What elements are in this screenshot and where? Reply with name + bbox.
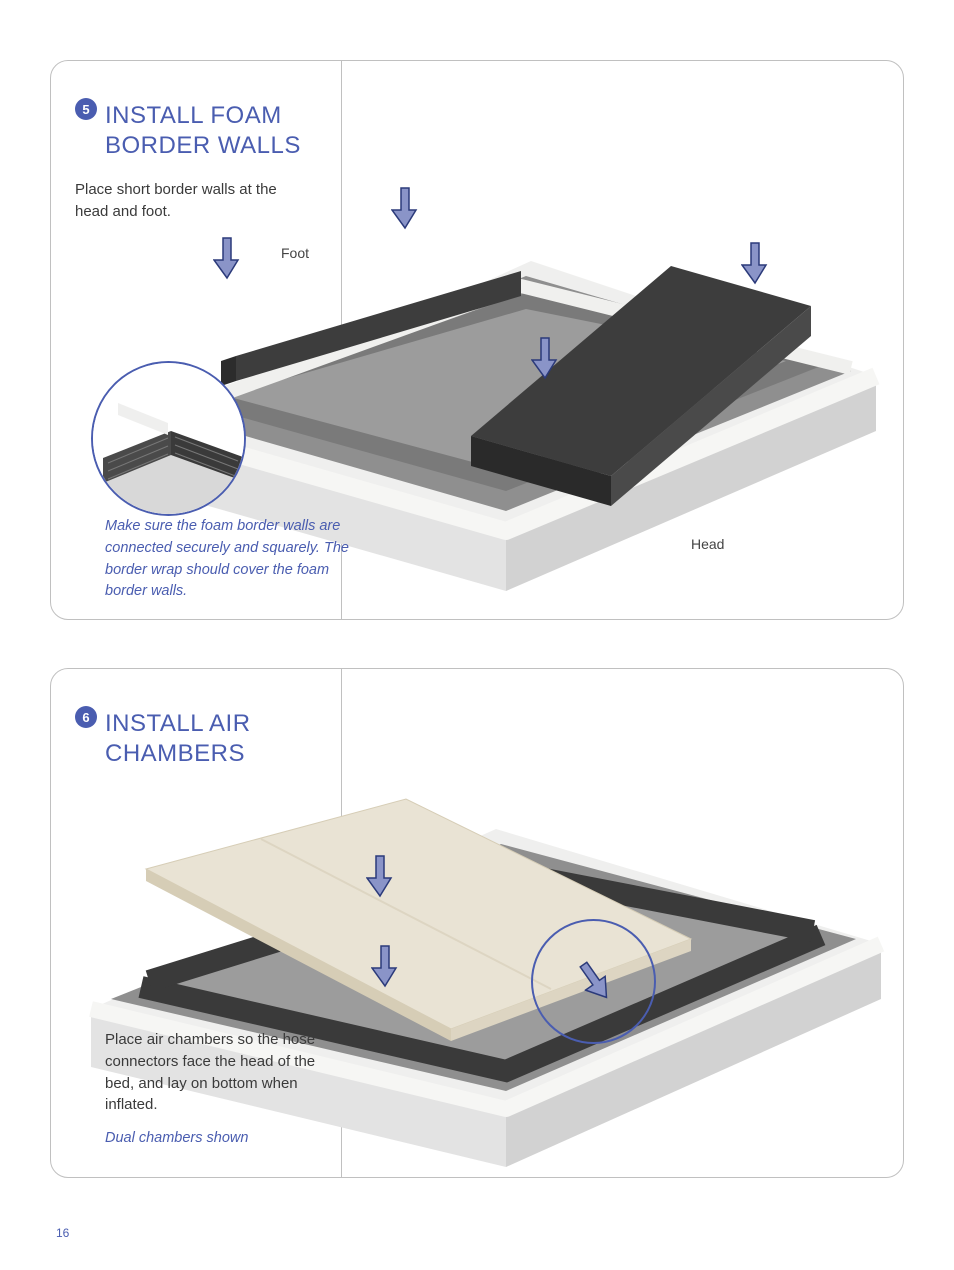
arrow-down-icon [371,944,399,988]
step-number-badge: 6 [75,706,97,728]
arrow-down-icon [531,336,559,380]
step-5-body: Place short border walls at the head and… [75,179,305,223]
step-5-note: Make sure the foam border walls are conn… [105,516,360,603]
label-head: Head [691,536,724,552]
step-title-line2: BORDER WALLS [105,132,301,159]
step-5-header: 5 INSTALL FOAM BORDER WALLS Place short … [51,61,331,223]
arrow-down-icon [213,236,241,280]
step-title-line1: INSTALL FOAM [105,102,282,129]
step-number-badge: 5 [75,98,97,120]
step-6-body: Place air chambers so the hose connector… [105,1029,320,1150]
panel-step-5: Foot Head 5 INSTALL FOAM BORDER WALLS Pl… [50,60,904,620]
arrow-down-icon [391,186,419,230]
step-title-line2: CHAMBERS [105,740,245,767]
arrow-down-icon [741,241,769,285]
panel-step-6: 6 INSTALL AIR CHAMBERS Place air chamber… [50,668,904,1178]
arrow-down-icon [366,854,394,898]
label-foot: Foot [281,245,309,261]
step-title-line1: INSTALL AIR [105,710,251,737]
detail-circle-foam-corner [91,361,246,516]
page-number: 16 [56,1226,904,1240]
step-6-header: 6 INSTALL AIR CHAMBERS [51,669,331,769]
